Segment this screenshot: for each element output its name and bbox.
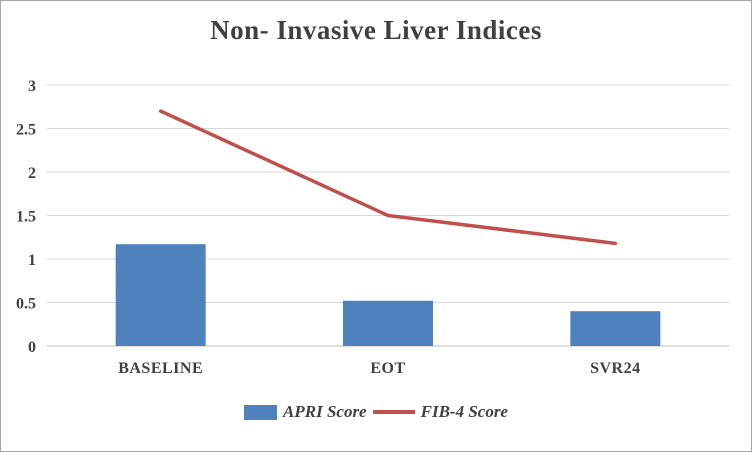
y-tick-label: 0 [28, 339, 36, 356]
legend-label-fib4: FIB-4 Score [420, 402, 508, 421]
bar-eot [343, 300, 433, 346]
fib4-line-swatch-icon [372, 410, 415, 414]
x-category-label: BASELINE [118, 360, 203, 377]
y-tick-label: 1.5 [16, 209, 36, 226]
fib4-line [158, 109, 618, 246]
legend-item-fib4: FIB-4 Score [372, 402, 508, 422]
chart-title: Non- Invasive Liver Indices [210, 15, 542, 45]
y-tick-label: 2.5 [16, 122, 36, 139]
y-tick-label: 1 [28, 252, 36, 269]
legend-label-apri: APRI Score [283, 402, 367, 421]
bar-svr24 [570, 311, 661, 346]
bar-baseline [115, 244, 206, 346]
legend: APRI Score FIB-4 Score [1, 402, 751, 422]
y-tick-label: 0.5 [16, 296, 36, 313]
x-category-label: EOT [370, 360, 405, 377]
x-category-label: SVR24 [590, 360, 641, 377]
y-tick-label: 3 [28, 78, 36, 95]
legend-item-apri: APRI Score [244, 402, 367, 422]
y-tick-label: 2 [28, 165, 36, 182]
apri-swatch-icon [244, 404, 278, 420]
